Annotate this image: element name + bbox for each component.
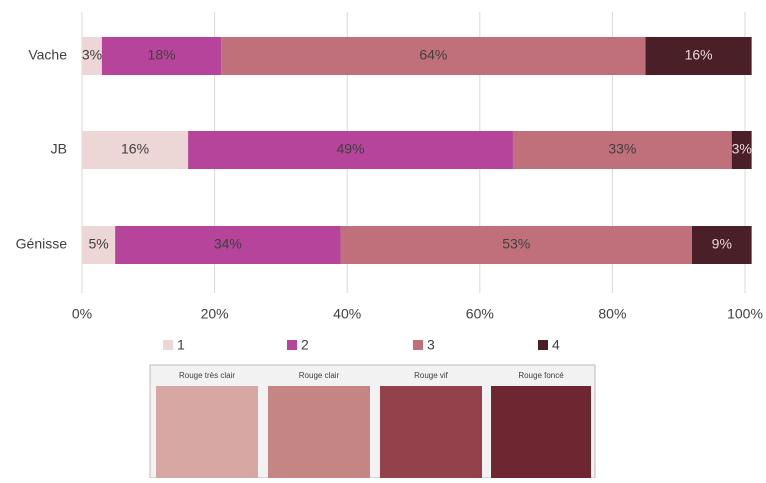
swatch-label: Rouge très clair [179,371,235,380]
bar-segment [221,37,646,75]
data-label: 16% [121,141,149,157]
swatch-label: Rouge vif [414,371,449,380]
bar-segment [82,226,116,264]
data-label: 9% [712,236,732,252]
data-label: 34% [214,236,242,252]
y-tick-label: Génisse [16,236,68,252]
y-tick-label: JB [51,141,67,157]
x-tick-label: 60% [466,306,494,322]
data-label: 3% [732,141,752,157]
bar-segment [115,226,341,264]
data-label: 3% [82,47,102,63]
legend-swatch [163,340,173,350]
x-tick-label: 80% [598,306,626,322]
legend-swatch [413,340,423,350]
bar-segment [82,131,189,169]
legend-swatch [287,340,297,350]
bar-segment [691,226,752,264]
bar-segment [731,131,752,169]
bar-segment [340,226,692,264]
x-tick-label: 40% [333,306,361,322]
bar-segment [512,131,732,169]
legend-label: 3 [427,337,435,353]
legend-swatch [538,340,548,350]
legend-label: 1 [177,337,185,353]
data-label: 49% [336,141,364,157]
data-label: 5% [88,236,108,252]
bar-segment [645,37,752,75]
swatch-label: Rouge foncé [518,371,564,380]
y-tick-label: Vache [28,47,67,63]
legend-label: 2 [301,337,309,353]
bar-segment [101,37,222,75]
swatch-label: Rouge clair [299,371,340,380]
x-tick-label: 0% [72,306,92,322]
bar-segment [188,131,513,169]
data-label: 18% [148,47,176,63]
bar-segment [82,37,102,75]
x-tick-label: 100% [727,306,763,322]
x-tick-label: 20% [201,306,229,322]
data-label: 33% [608,141,636,157]
data-label: 64% [419,47,447,63]
data-label: 53% [502,236,530,252]
legend-label: 4 [552,337,560,353]
swatch-panel [149,364,596,479]
data-label: 16% [685,47,713,63]
